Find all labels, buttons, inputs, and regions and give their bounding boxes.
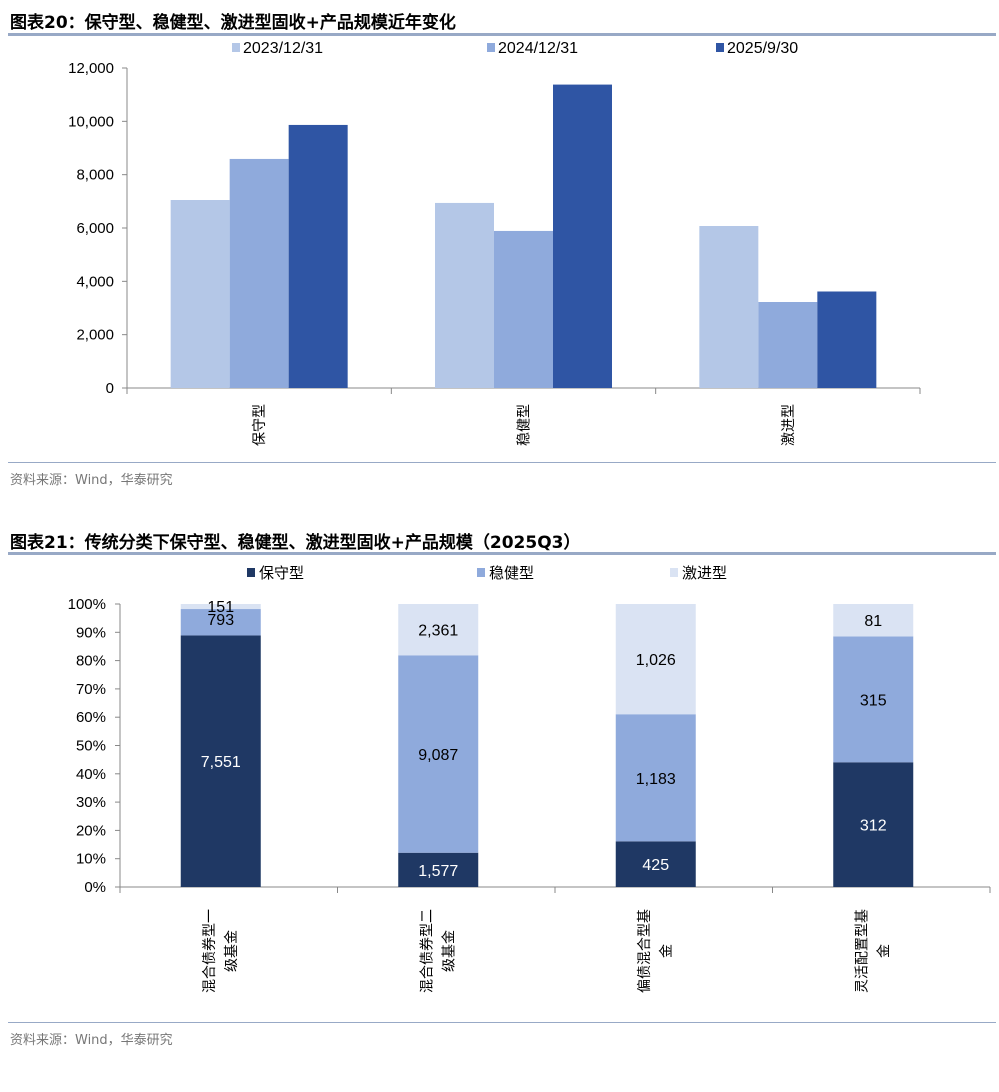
bar [435, 202, 494, 388]
y-tick-label: 10% [76, 851, 106, 868]
source-divider [8, 1022, 996, 1023]
chart-1: 2023/12/31 2024/12/31 2025/9/30 0 2,000 4,000… [68, 40, 921, 446]
legend-swatch [716, 43, 724, 52]
x-category-label: 偏债混合型基 [636, 909, 652, 993]
x-category-label: 金 [658, 944, 674, 958]
source-divider [8, 462, 996, 463]
bar-segment [398, 852, 479, 887]
bar-segment [180, 635, 261, 887]
y-tick-label: 90% [76, 624, 106, 641]
data-label: 312 [860, 818, 887, 835]
legend-label: 保守型 [259, 565, 304, 582]
y-tick-label: 12,000 [68, 60, 114, 77]
bar-segment [398, 604, 479, 656]
x-category-label: 激进型 [780, 404, 796, 446]
y-tick-label: 10,000 [68, 113, 114, 130]
y-tick-label: 80% [76, 653, 106, 670]
bar-segment [833, 604, 914, 637]
data-label: 425 [642, 857, 669, 874]
legend-swatch [670, 568, 678, 577]
data-label: 9,087 [418, 747, 458, 764]
x-category-label: 稳健型 [516, 404, 532, 446]
bar-segment [615, 604, 696, 715]
chart-1-title: 图表20：保守型、稳健型、激进型固收+产品规模近年变化 [10, 13, 456, 33]
y-tick-label: 50% [76, 738, 106, 755]
y-tick-label: 0% [84, 879, 106, 896]
y-tick-label: 8,000 [76, 167, 114, 184]
y-tick-label: 2,000 [76, 327, 114, 344]
data-label: 793 [207, 612, 234, 629]
legend-label: 2025/9/30 [727, 40, 798, 57]
data-label: 81 [864, 613, 882, 630]
data-label: 1,026 [636, 652, 676, 669]
bar-segment [833, 762, 914, 887]
bar [758, 302, 818, 388]
chart-2-source: 资料来源：Wind，华泰研究 [10, 1033, 173, 1048]
chart-1-source: 资料来源：Wind，华泰研究 [10, 473, 173, 488]
y-tick-label: 20% [76, 822, 106, 839]
data-label: 315 [860, 692, 887, 709]
bar [170, 200, 230, 388]
bar [553, 84, 612, 388]
legend-label: 稳健型 [489, 565, 534, 582]
x-category-label: 级基金 [223, 930, 239, 972]
legend-swatch [247, 568, 255, 577]
x-category-label: 金 [875, 944, 891, 958]
y-tick-label: 100% [68, 596, 106, 613]
x-category-label: 混合债券型二 [418, 909, 434, 993]
bar-segment [398, 655, 479, 853]
bar [288, 124, 348, 388]
legend-swatch [232, 43, 240, 52]
x-category-label: 级基金 [440, 930, 456, 972]
y-tick-label: 0 [106, 380, 114, 397]
data-label: 2,361 [418, 623, 458, 640]
y-tick-label: 30% [76, 794, 106, 811]
data-label: 151 [207, 599, 234, 616]
bar-segment [615, 841, 696, 887]
legend-label: 激进型 [682, 565, 727, 582]
legend-swatch [487, 43, 495, 52]
y-tick-label: 40% [76, 766, 106, 783]
data-label: 7,551 [201, 754, 241, 771]
y-tick-label: 4,000 [76, 273, 114, 290]
bar [699, 226, 759, 388]
x-category-label: 保守型 [251, 404, 267, 446]
data-label: 1,183 [636, 771, 676, 788]
title-divider [8, 33, 996, 36]
x-category-label: 灵活配置型基 [853, 909, 869, 993]
bar [817, 291, 877, 388]
title-divider [8, 552, 996, 555]
y-tick-label: 60% [76, 709, 106, 726]
y-tick-label: 70% [76, 681, 106, 698]
bar-segment [180, 604, 261, 610]
bar-segment [833, 636, 914, 763]
x-category-label: 混合债券型一 [201, 909, 217, 993]
chart-2-title: 图表21：传统分类下保守型、稳健型、激进型固收+产品规模（2025Q3） [10, 533, 581, 553]
bar-segment [180, 609, 261, 636]
legend-swatch [477, 568, 485, 577]
legend-label: 2023/12/31 [243, 40, 323, 57]
legend-label: 2024/12/31 [498, 40, 578, 57]
bar [494, 230, 553, 388]
bar [229, 158, 289, 388]
chart-2: 保守型 稳健型 激进型 0% 10% 20% 30% 40% 50% 60% 70% 80% 90% 10… [68, 565, 991, 993]
data-label: 1,577 [418, 863, 458, 880]
y-tick-label: 6,000 [76, 220, 114, 237]
bar-segment [615, 714, 696, 842]
